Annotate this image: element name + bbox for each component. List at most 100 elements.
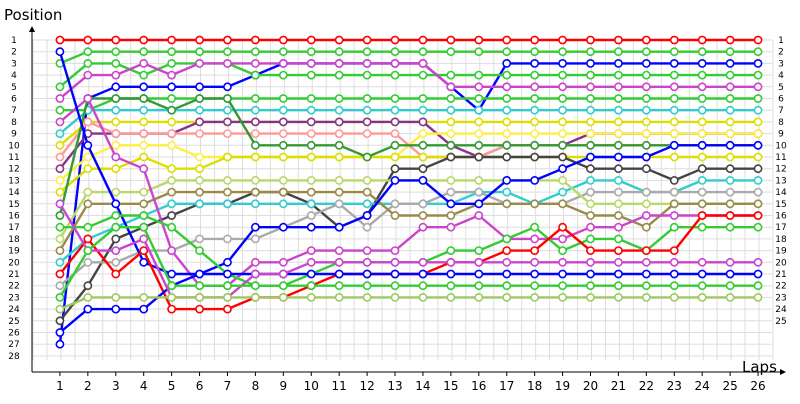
data-point — [195, 234, 204, 244]
data-point — [390, 59, 400, 68]
data-point — [641, 47, 651, 57]
data-point — [474, 105, 484, 115]
data-point — [334, 199, 344, 209]
data-point — [250, 199, 260, 209]
data-point — [586, 105, 595, 115]
data-point — [250, 187, 260, 197]
data-point — [362, 129, 372, 138]
data-point — [530, 292, 540, 302]
data-point — [697, 187, 707, 197]
data-point — [725, 94, 735, 103]
data-point — [558, 234, 567, 244]
data-point — [530, 152, 540, 162]
y-tick-label: 5 — [11, 83, 17, 93]
data-point — [390, 257, 400, 267]
x-tick-label: 24 — [695, 379, 710, 393]
data-point — [697, 164, 707, 174]
series-line — [59, 296, 759, 311]
y-tick-label: 11 — [8, 153, 19, 163]
x-tick-label: 1 — [56, 379, 64, 393]
data-point — [502, 292, 512, 302]
data-point — [306, 152, 316, 162]
data-point — [614, 35, 623, 45]
y-tick-label: 18 — [8, 235, 20, 245]
data-point — [278, 70, 288, 80]
data-point — [83, 304, 93, 314]
data-point — [474, 246, 484, 255]
data-point — [250, 234, 260, 244]
data-point — [669, 211, 679, 220]
series-26 — [55, 292, 763, 314]
data-point — [502, 105, 512, 115]
data-point — [418, 152, 428, 162]
data-point — [167, 129, 177, 138]
data-point — [250, 281, 260, 291]
data-point — [195, 129, 204, 138]
y-tick-label: 14 — [8, 188, 20, 198]
data-point — [474, 175, 484, 185]
data-point — [530, 47, 540, 57]
data-point — [250, 117, 260, 127]
data-point — [418, 281, 428, 291]
data-point — [195, 175, 204, 185]
data-point — [390, 47, 400, 57]
data-point — [697, 257, 707, 267]
data-point — [725, 187, 735, 197]
data-point — [167, 199, 177, 209]
data-point — [418, 292, 428, 302]
data-point — [669, 292, 679, 302]
data-point — [83, 140, 93, 150]
data-point — [362, 117, 372, 127]
data-point — [139, 117, 149, 127]
data-point — [558, 82, 567, 92]
data-point — [278, 292, 288, 302]
data-point — [390, 175, 400, 185]
data-point — [530, 257, 540, 267]
data-point — [167, 47, 177, 57]
data-point — [83, 70, 93, 80]
data-point — [167, 187, 177, 197]
data-point — [362, 35, 372, 45]
data-point — [139, 234, 149, 244]
data-point — [669, 82, 679, 92]
data-point — [614, 70, 623, 80]
data-point — [474, 292, 484, 302]
data-point — [55, 152, 65, 162]
data-point — [83, 257, 93, 267]
data-point — [697, 47, 707, 57]
data-point — [83, 246, 93, 255]
y-tick-label-right: 7 — [778, 106, 784, 116]
data-point — [697, 35, 707, 45]
data-point — [669, 222, 679, 232]
data-point — [167, 281, 177, 291]
data-point — [195, 281, 204, 291]
series-line — [59, 272, 759, 334]
data-point — [139, 140, 149, 150]
data-point — [306, 59, 316, 68]
data-point — [195, 94, 204, 103]
data-point — [753, 117, 763, 127]
y-axis-arrow — [29, 26, 35, 32]
data-point — [586, 269, 595, 279]
data-point — [139, 257, 149, 267]
data-point — [111, 82, 121, 92]
x-tick-label: 22 — [639, 379, 654, 393]
data-point — [83, 59, 93, 68]
data-point — [558, 47, 567, 57]
data-point — [753, 187, 763, 197]
data-point — [83, 35, 93, 45]
data-point — [474, 129, 484, 138]
data-point — [390, 199, 400, 209]
data-point — [753, 140, 763, 150]
data-point — [446, 246, 456, 255]
data-point — [446, 82, 456, 92]
data-point — [474, 35, 484, 45]
data-point — [614, 269, 623, 279]
series-17 — [55, 175, 763, 244]
y-tick-label-right: 6 — [778, 95, 784, 105]
data-point — [586, 234, 595, 244]
data-point — [83, 234, 93, 244]
data-point — [139, 164, 149, 174]
data-point — [502, 246, 512, 255]
data-point — [669, 70, 679, 80]
